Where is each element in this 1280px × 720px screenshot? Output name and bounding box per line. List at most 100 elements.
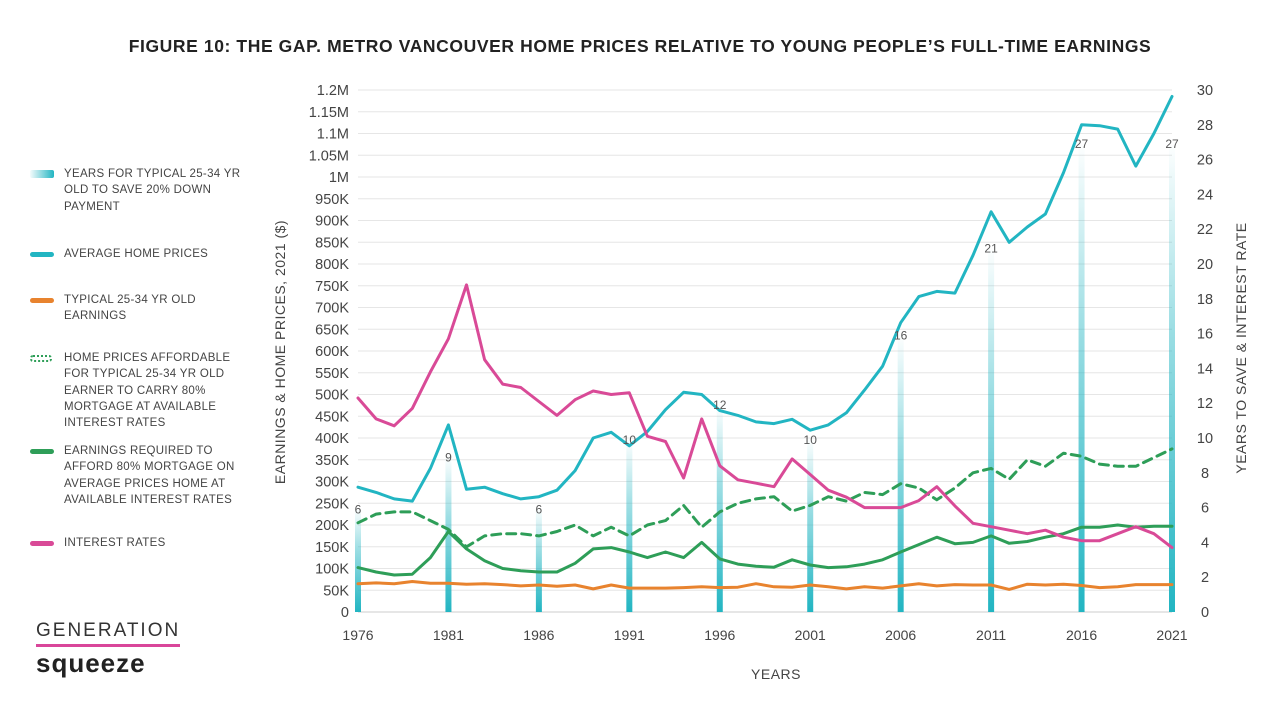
- x-tick-label: 2016: [1066, 627, 1097, 643]
- years-to-save-bar: [988, 246, 995, 612]
- bar-value-label: 12: [713, 398, 727, 412]
- x-tick-label: 1981: [433, 627, 464, 643]
- years-to-save-bar: [807, 438, 814, 612]
- logo-accent-bar: [36, 644, 180, 647]
- legend-swatch: [30, 170, 54, 178]
- x-tick-label: 2006: [885, 627, 916, 643]
- bar-labels: 6 9 6 10 12 10 16 21 27 27: [355, 137, 1179, 516]
- left-axis-ticks: 0 50K 100K 150K 200K 250K 300K 350K 400K 450K 500K…: [309, 83, 350, 621]
- left-tick-label: 600K: [315, 344, 349, 360]
- left-tick-label: 200K: [315, 518, 349, 534]
- right-tick-label: 18: [1197, 292, 1213, 308]
- years-to-save-bar: [1169, 142, 1175, 612]
- left-tick-label: 700K: [315, 301, 349, 317]
- legend-label: HOME PRICES AFFORDABLE FOR TYPICAL 25-34…: [64, 352, 231, 430]
- grid-lines: [358, 89, 1172, 613]
- left-tick-label: 300K: [315, 475, 349, 491]
- legend-label: INTEREST RATES: [64, 537, 166, 549]
- right-tick-label: 26: [1197, 153, 1213, 169]
- right-tick-label: 12: [1197, 396, 1213, 412]
- left-tick-label: 450K: [315, 409, 349, 425]
- left-tick-label: 750K: [315, 279, 349, 295]
- legend-label: EARNINGS REQUIRED TO AFFORD 80% MORTGAGE…: [64, 445, 235, 506]
- right-tick-label: 14: [1197, 361, 1213, 377]
- series-line: [356, 523, 1174, 577]
- legend-label: AVERAGE HOME PRICES: [64, 248, 209, 260]
- left-tick-label: 500K: [315, 388, 349, 404]
- right-tick-label: 16: [1197, 327, 1213, 343]
- bar-value-label: 27: [1165, 137, 1179, 151]
- right-tick-label: 2: [1201, 570, 1209, 586]
- right-tick-label: 4: [1201, 535, 1209, 551]
- right-tick-label: 24: [1197, 187, 1213, 203]
- series-line: [356, 580, 1174, 591]
- left-tick-label: 1.1M: [317, 127, 349, 143]
- bar-value-label: 16: [894, 329, 908, 343]
- bar-value-label: 10: [804, 433, 818, 447]
- left-tick-label: 650K: [315, 322, 349, 338]
- years-to-save-bar: [1078, 142, 1085, 612]
- bar-value-label: 6: [355, 503, 362, 517]
- chart-title: FIGURE 10: THE GAP. METRO VANCOUVER HOME…: [128, 36, 1152, 56]
- right-tick-label: 10: [1197, 431, 1213, 447]
- left-tick-label: 850K: [315, 235, 349, 251]
- legend-swatch: [30, 541, 54, 546]
- left-tick-label: 1.15M: [309, 105, 349, 121]
- x-tick-label: 1996: [704, 627, 735, 643]
- right-tick-label: 20: [1197, 257, 1213, 273]
- legend-swatch: [30, 298, 54, 303]
- generation-squeeze-logo: GENERATION squeeze: [36, 620, 180, 677]
- years-to-save-bar: [716, 403, 723, 612]
- x-axis-label: YEARS: [751, 666, 801, 682]
- left-tick-label: 400K: [315, 431, 349, 447]
- right-axis-label: YEARS TO SAVE & INTEREST RATE: [1233, 222, 1249, 473]
- left-tick-label: 250K: [315, 496, 349, 512]
- years-to-save-bar: [355, 507, 361, 612]
- bar-value-label: 10: [623, 433, 637, 447]
- left-tick-label: 900K: [315, 214, 349, 230]
- left-tick-label: 550K: [315, 366, 349, 382]
- years-to-save-bar: [897, 333, 904, 612]
- legend-label: TYPICAL 25-34 YR OLD EARNINGS: [64, 294, 196, 323]
- legend-swatch: [30, 252, 54, 257]
- years-to-save-bars: [355, 142, 1175, 612]
- right-tick-label: 0: [1201, 605, 1209, 621]
- series-lines: [356, 95, 1174, 591]
- right-tick-label: 8: [1201, 466, 1209, 482]
- right-tick-label: 28: [1197, 118, 1213, 134]
- left-tick-label: 1.2M: [317, 83, 349, 99]
- x-tick-label: 1991: [614, 627, 645, 643]
- bar-value-label: 27: [1075, 137, 1089, 151]
- series-line: [356, 95, 1174, 503]
- left-tick-label: 950K: [315, 192, 349, 208]
- x-axis-ticks: 1976 1981 1986 1991 1996 2001 2006 2011 2016 2021: [342, 627, 1187, 643]
- right-tick-label: 30: [1197, 83, 1213, 99]
- series-line: [356, 283, 1174, 550]
- left-tick-label: 50K: [323, 583, 349, 599]
- years-to-save-bar: [626, 438, 633, 612]
- x-tick-label: 1976: [342, 627, 373, 643]
- legend-swatch: [30, 355, 52, 362]
- left-tick-label: 1.05M: [309, 148, 349, 164]
- legend-label: YEARS FOR TYPICAL 25-34 YR OLD TO SAVE 2…: [64, 168, 241, 213]
- left-tick-label: 800K: [315, 257, 349, 273]
- x-tick-label: 2021: [1156, 627, 1187, 643]
- bar-value-label: 6: [536, 503, 543, 517]
- left-tick-label: 0: [341, 605, 349, 621]
- x-tick-label: 1986: [523, 627, 554, 643]
- series-line: [356, 447, 1174, 549]
- left-tick-label: 350K: [315, 453, 349, 469]
- x-tick-label: 2001: [795, 627, 826, 643]
- years-to-save-bar: [535, 507, 542, 612]
- x-tick-label: 2011: [976, 627, 1006, 643]
- left-tick-label: 1M: [329, 170, 349, 186]
- logo-bottom-text: squeeze: [36, 648, 146, 678]
- bar-value-label: 21: [984, 242, 998, 256]
- left-axis-label: EARNINGS & HOME PRICES, 2021 ($): [272, 220, 288, 484]
- left-tick-label: 100K: [315, 562, 349, 578]
- logo-top-text: GENERATION: [36, 620, 181, 641]
- right-tick-label: 6: [1201, 501, 1209, 517]
- left-tick-label: 150K: [315, 540, 349, 556]
